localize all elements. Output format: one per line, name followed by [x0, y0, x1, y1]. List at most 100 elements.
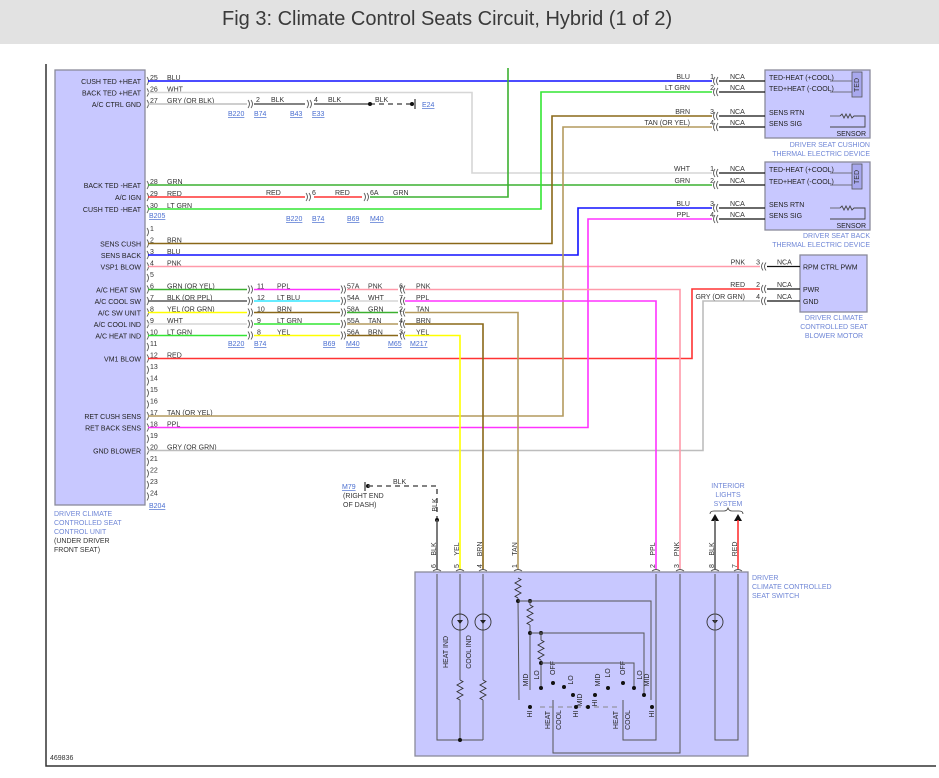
- wire-color-label: WHT: [167, 318, 184, 325]
- connector-ref[interactable]: B43: [290, 111, 303, 118]
- wire-color-label: BLU: [676, 201, 690, 208]
- ground-location: OF DASH): [343, 502, 376, 509]
- connector-symbol: [400, 331, 406, 340]
- pin-number: 2: [150, 238, 154, 245]
- connector-ref-b205[interactable]: B205: [149, 213, 165, 220]
- connector-ref[interactable]: B69: [347, 216, 360, 223]
- splice-pin: 6: [399, 284, 403, 291]
- connector-ref[interactable]: B74: [312, 216, 325, 223]
- connector-symbol: [761, 284, 767, 294]
- connector-ref[interactable]: B74: [254, 341, 267, 348]
- connector-ref-b204[interactable]: B204: [149, 503, 165, 510]
- figure-title: Fig 3: Climate Control Seats Circuit, Hy…: [222, 8, 673, 30]
- led-indicator-icon: [474, 613, 492, 631]
- ground-ref-e24[interactable]: E24: [422, 102, 435, 109]
- splice-dot: [642, 693, 646, 697]
- pin-number: 2: [756, 282, 760, 289]
- wire-color-label: LT GRN: [277, 318, 302, 325]
- connector-symbol: [146, 400, 149, 409]
- wire-color-label: PNK: [674, 541, 681, 556]
- terminal-label: NCA: [730, 201, 745, 208]
- switch-position-label: MID: [644, 674, 651, 687]
- ted-label: TED: [854, 170, 861, 184]
- wire-color-label: PNK: [731, 260, 746, 267]
- wire-color-label: BRN: [477, 542, 484, 557]
- connector-ref[interactable]: B74: [254, 111, 267, 118]
- seat-switch-box: [414, 571, 749, 757]
- control-unit-location: (UNDER DRIVER: [54, 538, 110, 545]
- connector-ref[interactable]: E33: [312, 111, 325, 118]
- wire-color-label: TAN: [368, 318, 381, 325]
- connector-symbol: [340, 319, 346, 329]
- switch-pin-number: 6: [431, 564, 438, 568]
- arrow-up-icon: [734, 514, 742, 521]
- device-pin-function: RPM CTRL PWM: [803, 265, 858, 272]
- pin-function-label: A/C COOL IND: [94, 322, 141, 329]
- connector-ref[interactable]: B220: [286, 216, 302, 223]
- wire-color-label: YEL: [416, 330, 429, 337]
- seat-switch-label: CLIMATE CONTROLLED: [752, 584, 832, 591]
- brace-icon: [709, 506, 744, 515]
- connector-ref[interactable]: M217: [410, 341, 428, 348]
- pin-function-label: A/C SW UNIT: [98, 311, 142, 318]
- wire-back-ted-heat: [148, 91, 712, 174]
- splice-dot: [621, 681, 625, 685]
- device-label: DRIVER SEAT BACK: [803, 233, 870, 240]
- pin-function-label: A/C HEAT SW: [96, 288, 141, 295]
- pin-function-label: GND BLOWER: [93, 449, 141, 456]
- wire-ac-ign-grn: [370, 68, 509, 198]
- interior-lights-label: SYSTEM: [714, 501, 743, 508]
- wire-color-label: YEL: [454, 542, 461, 555]
- device-pin-function: SENS RTN: [769, 110, 804, 117]
- resistor-symbol: [537, 639, 545, 661]
- pin-number: 1: [710, 74, 714, 81]
- device-pin-function: SENS SIG: [769, 213, 802, 220]
- switch-circuit: [552, 574, 681, 754]
- connector-ref[interactable]: M40: [370, 216, 384, 223]
- wire-color-label: GRN: [368, 307, 384, 314]
- device-pin-function: SENS SIG: [769, 121, 802, 128]
- ground-ref-m79[interactable]: M79: [342, 484, 356, 491]
- wire-color-label: BLU: [676, 74, 690, 81]
- interior-lights-label: INTERIOR: [711, 483, 744, 490]
- connector-ref[interactable]: M40: [346, 341, 360, 348]
- wire-color-label: BRN: [368, 330, 383, 337]
- splice-label: 4: [314, 97, 318, 104]
- wire-color-label: BLU: [167, 249, 181, 256]
- connector-ref[interactable]: B220: [228, 341, 244, 348]
- switch-position-label: LO: [605, 668, 612, 678]
- connector-symbol: [305, 192, 311, 202]
- resistor-symbol: [479, 679, 487, 701]
- terminal-label: NCA: [777, 294, 792, 301]
- wire-color-label: YEL: [277, 330, 290, 337]
- connector-ref[interactable]: B220: [228, 111, 244, 118]
- ground-location: (RIGHT END: [343, 493, 384, 500]
- ted-element-icon: [851, 71, 863, 98]
- wire-color-label: WHT: [368, 295, 385, 302]
- wire-color-label: GRY (OR BLK): [167, 98, 214, 105]
- wire-color-label: RED: [732, 542, 739, 557]
- splice-pin: 2: [399, 307, 403, 314]
- figure-id: 469836: [50, 755, 73, 762]
- pin-function-label: VSP1 BLOW: [101, 265, 142, 272]
- splice-pin: 9: [257, 318, 261, 325]
- terminal-label: NCA: [730, 85, 745, 92]
- splice-pin: 54A: [347, 295, 360, 302]
- pin-number: 29: [150, 191, 158, 198]
- resistor-symbol: [514, 577, 522, 599]
- control-unit-label: CONTROL UNIT: [54, 529, 107, 536]
- wire-color-label: LT GRN: [665, 85, 690, 92]
- connector-ref[interactable]: M65: [388, 341, 402, 348]
- pin-function-label: CUSH TED +HEAT: [81, 79, 142, 86]
- switch-position-label: HEAT: [545, 710, 552, 729]
- wire-color-label: LT GRN: [167, 203, 192, 210]
- switch-position-label: HI: [573, 710, 580, 717]
- pin-number: 4: [150, 261, 154, 268]
- splice-dot: [551, 681, 555, 685]
- control-unit-label: CONTROLLED SEAT: [54, 520, 122, 527]
- connector-symbol: [363, 192, 369, 202]
- wire-color-label: BRN: [277, 307, 292, 314]
- connector-ref[interactable]: B69: [323, 341, 336, 348]
- device-pin-function: TED+HEAT (-COOL): [769, 179, 834, 186]
- connector-symbol: [146, 388, 149, 398]
